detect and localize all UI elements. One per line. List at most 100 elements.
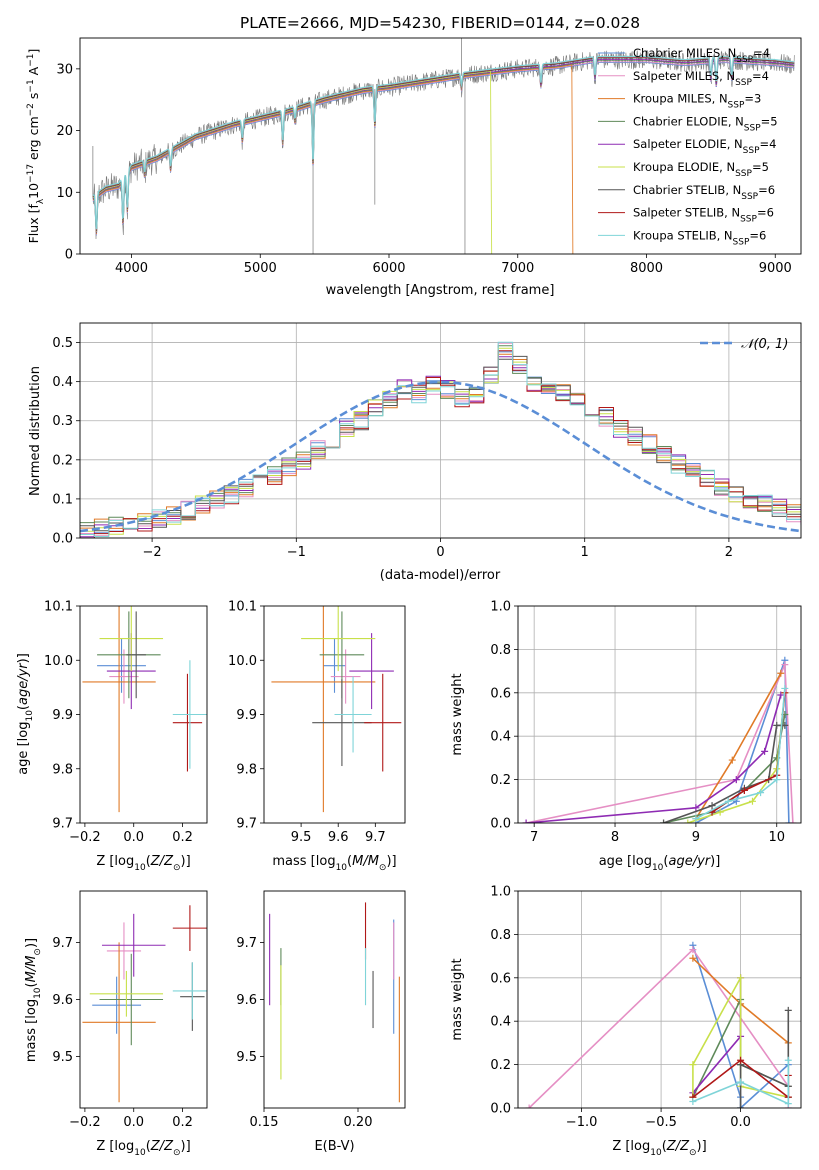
legend-label: Salpeter ELODIE, NSSP=4 (633, 137, 776, 156)
label-part: Salpeter MILES, N (633, 69, 735, 83)
model-kroupa-stelib (92, 55, 795, 230)
x-tick-label: 0.2 (172, 1115, 193, 1130)
legend-label: Chabrier MILES, NSSP=4 (633, 46, 770, 65)
label-part: Kroupa STELIB, N (633, 228, 733, 242)
label-part: Chabrier MILES, N (633, 46, 736, 60)
errorbar-chabrier-stelib (312, 679, 372, 767)
errorbar-salpeter-miles (109, 649, 139, 704)
legend-label: Kroupa STELIB, NSSP=6 (633, 228, 766, 247)
label-part: mass [log (272, 854, 335, 869)
plot-area-mass_vs_ebv (269, 902, 400, 1103)
label-part: =3 (744, 92, 761, 106)
y-tick-label: 10.0 (228, 654, 257, 669)
y-tick-label: 0.2 (490, 1058, 511, 1073)
x-tick-label: −1.0 (566, 1115, 598, 1130)
axes-frame (79, 605, 208, 824)
weight-marker (692, 815, 700, 823)
weight-marker (781, 661, 789, 669)
label-part: SSP (743, 146, 760, 156)
errorbar-chabrier-elodie (99, 953, 164, 1046)
axes-weight_vs_Z: −1.0 −0.5 0.0 0.0 0.2 0.4 0.6 0.8 1.0 Z [log10(Z/… (450, 885, 802, 1158)
label-part: SSP (736, 55, 753, 65)
y-axis-label: Flux [fλ10−17 erg cm−2 s−1 A−1] (26, 49, 46, 244)
y-tick-label: 0.4 (490, 730, 511, 745)
label-part: ⊙ (379, 863, 387, 873)
label-part: Z [log (612, 1139, 650, 1154)
label-part: )] (181, 854, 191, 869)
weight-series-kroupa-stelib (692, 684, 789, 823)
label-part: SSP (744, 123, 761, 133)
errorbar-salpeter-stelib (172, 905, 207, 951)
label-part: ( (146, 854, 151, 869)
y-tick-label: 10.1 (44, 600, 73, 615)
axes-frame (517, 605, 802, 824)
label-part: Salpeter ELODIE, N (633, 137, 743, 151)
axes-frame (263, 890, 406, 1109)
label-part: )] (16, 653, 31, 663)
label-part: 10 (336, 863, 348, 873)
x-tick-label: −1 (287, 545, 306, 560)
label-part: Kroupa ELODIE, N (633, 160, 735, 174)
plot-area-weight_vs_age (518, 606, 801, 823)
weight-marker (784, 1056, 792, 1064)
label-part: 10 (33, 987, 43, 999)
label-part: =6 (757, 206, 774, 220)
label-part: Z [log (96, 854, 134, 869)
label-part: Z/Z (150, 1139, 174, 1154)
errorbar-salpeter-elodie (349, 633, 394, 710)
x-tick-label: −0.2 (69, 1115, 101, 1130)
label-part: ⊙ (173, 863, 181, 873)
x-axis-label: (data-model)/error (380, 568, 501, 583)
label-part: ( (662, 1139, 667, 1154)
weight-marker (781, 721, 789, 729)
normal-curve (80, 380, 801, 533)
x-tick-label: 7000 (501, 261, 534, 276)
axes-frame (517, 890, 802, 1109)
x-tick-label: 4000 (115, 261, 148, 276)
weight-marker (737, 1104, 745, 1108)
axes-frame (263, 605, 406, 824)
label-part: erg cm (26, 116, 41, 164)
weight-marker (684, 819, 692, 823)
y-tick-label: 0.0 (490, 817, 511, 832)
weight-marker (724, 797, 732, 805)
y-axis-label-text: Flux [fλ10−17 erg cm−2 s−1 A−1] (26, 49, 46, 244)
histogram-kroupa-stelib (80, 341, 801, 537)
label-part: M/M (24, 956, 39, 983)
label-part: 10 (134, 863, 146, 873)
y-tick-label: 9.7 (236, 817, 257, 832)
weight-marker (737, 1078, 745, 1086)
label-part: )] (24, 938, 39, 948)
label-part: =6 (758, 183, 775, 197)
y-tick-label: 1.0 (490, 600, 511, 615)
label-part: −1 (26, 79, 36, 92)
label-part: ] (26, 49, 41, 54)
y-tick-label: 0.4 (490, 1015, 511, 1030)
y-tick-label: 0.5 (52, 336, 73, 351)
label-part: SSP (728, 101, 745, 111)
y-axis-label: Normed distribution (28, 366, 43, 496)
plot-area-residuals (80, 323, 801, 538)
errorbar-chabrier-miles (92, 976, 142, 1034)
label-part: ⊙ (33, 948, 43, 956)
x-tick-label: 0.15 (250, 1115, 279, 1130)
label-part: =5 (761, 114, 778, 128)
legend-label: Kroupa MILES, NSSP=3 (633, 92, 761, 111)
x-tick-label: −2 (143, 545, 162, 560)
plot-area-weight_vs_Z (518, 891, 801, 1108)
label-part: )] (697, 1139, 707, 1154)
weight-marker (773, 721, 781, 729)
y-tick-label: 0.6 (490, 971, 511, 986)
histogram-chabrier-stelib (80, 355, 801, 532)
weight-marker (761, 747, 769, 755)
x-tick-label: 7 (530, 830, 538, 845)
label-part: Salpeter STELIB, N (633, 206, 740, 220)
errorbar-salpeter-miles (106, 922, 142, 980)
label-part: E(B-V) (314, 1139, 354, 1154)
weight-marker (789, 819, 797, 823)
y-tick-label: 9.6 (52, 993, 73, 1008)
x-axis-label: E(B-V) (314, 1139, 354, 1154)
label-part: Chabrier STELIB, N (633, 183, 741, 197)
